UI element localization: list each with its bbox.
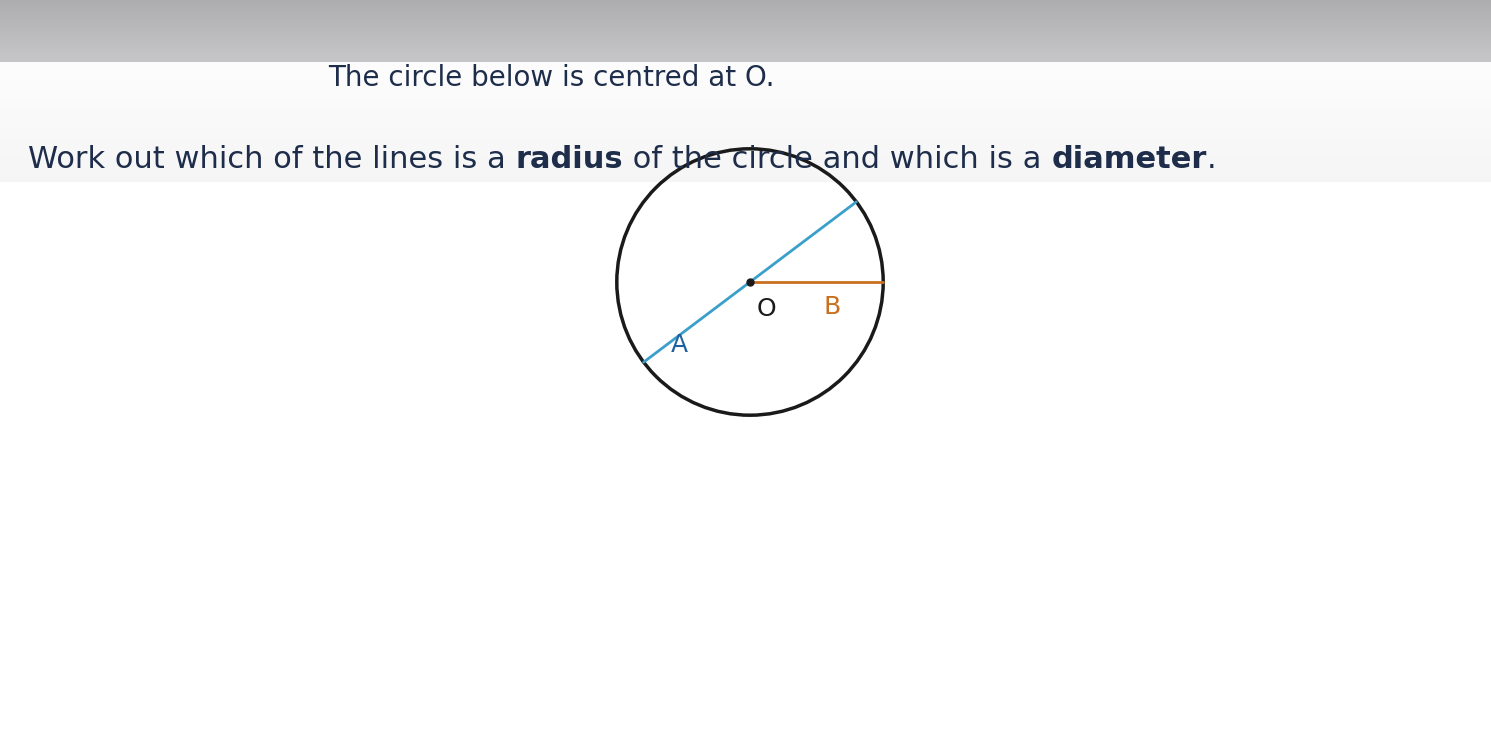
Text: radius: radius: [516, 146, 623, 174]
Text: A: A: [671, 333, 687, 357]
Text: O: O: [756, 296, 777, 321]
Text: .: .: [1206, 146, 1217, 174]
Text: of the circle and which is a: of the circle and which is a: [623, 146, 1051, 174]
Text: The circle below is centred at O.: The circle below is centred at O.: [328, 64, 775, 92]
Text: Work out which of the lines is a: Work out which of the lines is a: [28, 146, 516, 174]
Text: B: B: [825, 295, 841, 319]
Text: diameter: diameter: [1051, 146, 1206, 174]
